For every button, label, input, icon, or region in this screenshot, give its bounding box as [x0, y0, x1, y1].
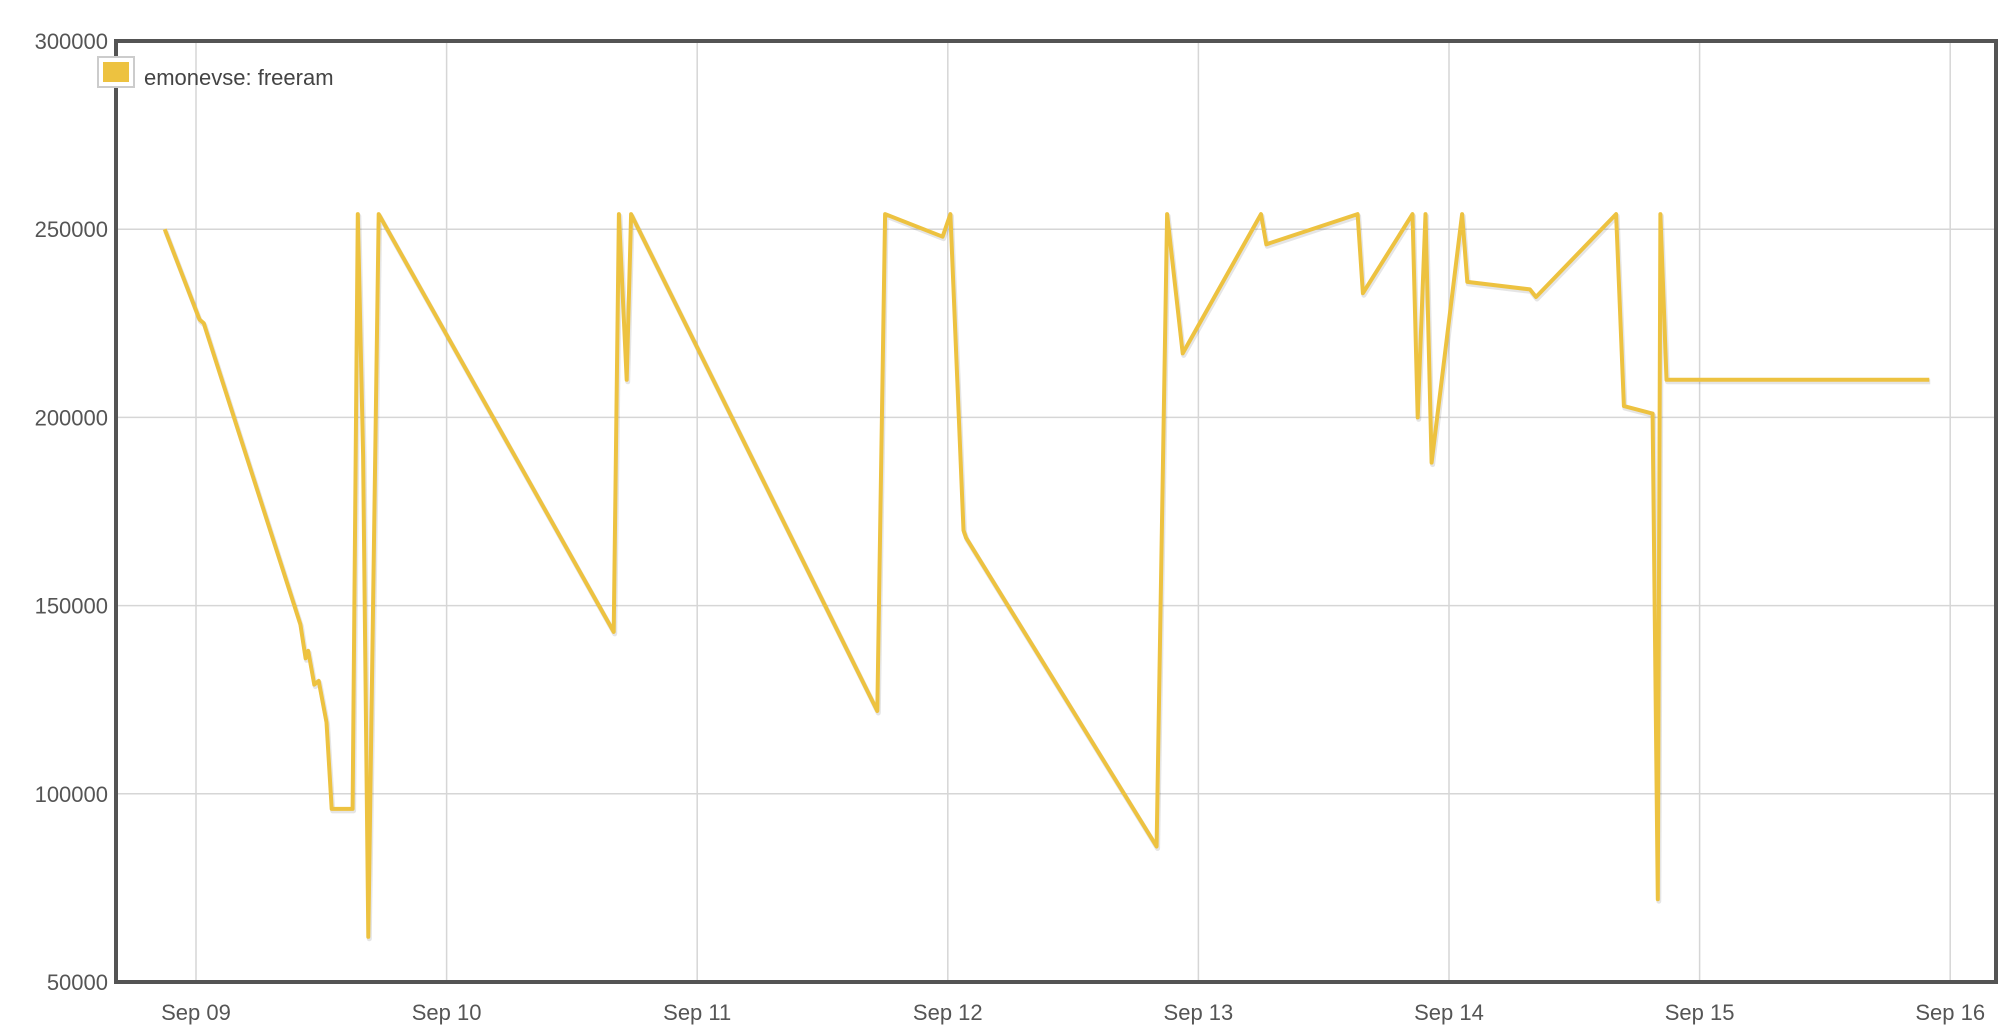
x-tick-label: Sep 15	[1665, 1000, 1735, 1025]
series-layer	[162, 212, 1932, 942]
y-tick-label: 250000	[35, 217, 108, 242]
y-tick-label: 300000	[35, 29, 108, 54]
series-line-freeram	[162, 212, 1930, 939]
y-axis-ticks: 50000 100000 150000 200000 250000 300000	[35, 29, 108, 995]
x-tick-label: Sep 16	[1915, 1000, 1985, 1025]
y-tick-label: 50000	[47, 970, 108, 995]
x-tick-label: Sep 12	[913, 1000, 983, 1025]
x-axis-ticks: Sep 09 Sep 10 Sep 11 Sep 12 Sep 13 Sep 14 Sep …	[161, 1000, 1985, 1025]
gridlines	[116, 40, 1996, 983]
x-tick-label: Sep 10	[412, 1000, 482, 1025]
x-tick-label: Sep 11	[663, 1000, 731, 1025]
x-tick-label: Sep 13	[1164, 1000, 1234, 1025]
x-tick-label: Sep 14	[1414, 1000, 1484, 1025]
legend-label: emonevse: freeram	[144, 65, 334, 90]
y-tick-label: 200000	[35, 405, 108, 430]
plot-frame	[114, 39, 1998, 984]
legend: emonevse: freeram	[97, 56, 334, 90]
legend-swatch	[103, 62, 129, 82]
y-tick-label: 100000	[35, 782, 108, 807]
y-tick-label: 150000	[35, 594, 108, 619]
x-tick-label: Sep 09	[161, 1000, 231, 1025]
